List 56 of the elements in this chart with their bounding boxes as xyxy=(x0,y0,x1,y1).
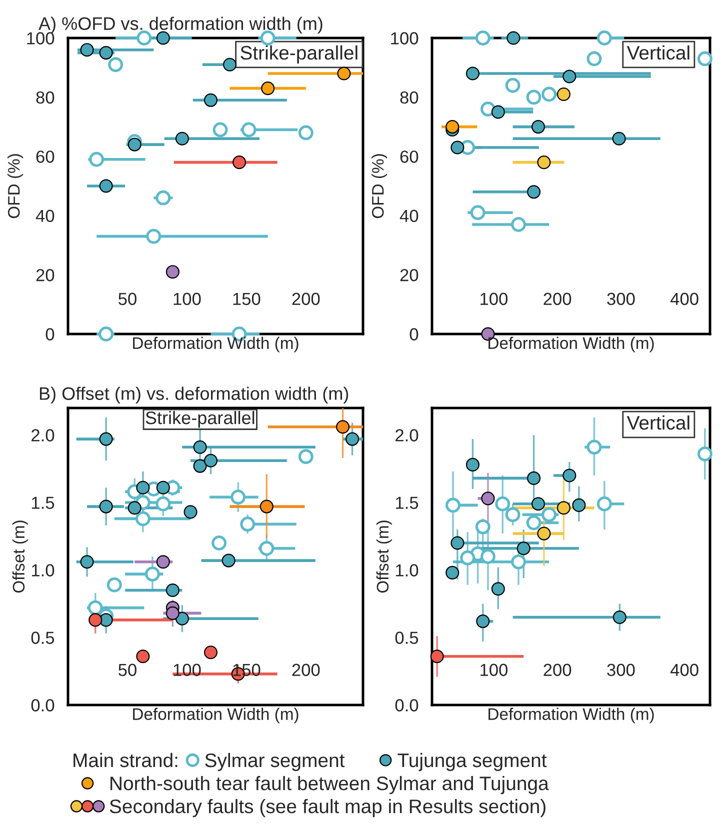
annotation: Strike-parallel xyxy=(146,410,254,428)
y-axis-title: Offset (m) xyxy=(12,520,28,593)
x-axis-title: Deformation Width (m) xyxy=(488,708,654,724)
legend-title: Main strand: xyxy=(74,752,178,768)
y-tick-label: 60 xyxy=(36,150,54,163)
x-tick-label: 200 xyxy=(292,664,320,676)
x-axis-title: Deformation Width (m) xyxy=(488,336,654,352)
legend-label: North-south tear fault between Sylmar and Tujunga xyxy=(110,776,549,794)
y-tick-label: 1.0 xyxy=(32,564,54,576)
y-tick-label: 0.0 xyxy=(395,699,418,712)
x-tick-label: 400 xyxy=(670,664,698,676)
x-axis-title: Deformation Width (m) xyxy=(133,708,298,724)
y-tick-label: 2.0 xyxy=(396,429,418,442)
x-tick-label: 200 xyxy=(292,292,320,306)
y-tick-label: 80 xyxy=(36,91,54,104)
legend-label: Secondary faults (see fault map in Results section) xyxy=(110,798,546,818)
x-tick-label: 200 xyxy=(544,664,572,676)
y-axis-title: OFD (%) xyxy=(8,154,24,218)
x-tick-label: 50 xyxy=(118,292,136,306)
chart-title: B) Offset (m) vs. deformation width (m) xyxy=(40,386,348,404)
annotation: Strike-parallel xyxy=(240,45,358,64)
y-tick-label: 40 xyxy=(400,210,418,222)
y-tick-label: 0 xyxy=(410,328,418,340)
y-axis-title: OFD (%) xyxy=(372,154,388,218)
annotation: Vertical xyxy=(626,45,690,60)
x-tick-label: 100 xyxy=(480,292,508,306)
y-tick-label: 60 xyxy=(400,150,418,163)
x-tick-label: 400 xyxy=(670,292,698,306)
y-tick-label: 1.5 xyxy=(396,496,418,509)
x-tick-label: 200 xyxy=(544,292,572,306)
annotation: Vertical xyxy=(626,415,690,430)
x-tick-label: 150 xyxy=(233,292,260,306)
y-tick-label: 40 xyxy=(36,210,54,222)
y-tick-label: 2.0 xyxy=(32,429,54,442)
x-tick-label: 50 xyxy=(118,664,136,676)
x-tick-label: 300 xyxy=(607,664,635,676)
x-tick-label: 100 xyxy=(480,664,508,676)
y-tick-label: 1.5 xyxy=(32,496,54,509)
y-tick-label: 0.5 xyxy=(31,632,54,644)
y-tick-label: 0.0 xyxy=(31,699,54,712)
y-tick-label: 0.5 xyxy=(395,632,418,644)
x-tick-label: 300 xyxy=(607,292,635,306)
y-tick-label: 1.0 xyxy=(396,564,418,576)
point xyxy=(446,120,460,134)
legend-label: Sylmar segment xyxy=(205,752,345,772)
y-tick-label: 100 xyxy=(27,32,54,44)
y-tick-label: 80 xyxy=(400,91,418,104)
legend-label: Tujunga segment xyxy=(398,752,547,772)
x-tick-label: 100 xyxy=(174,292,201,306)
x-axis-title: Deformation Width (m) xyxy=(133,336,298,352)
y-tick-label: 20 xyxy=(36,268,54,282)
y-tick-label: 100 xyxy=(391,32,418,44)
chart-title: A) %OFD vs. deformation width (m) xyxy=(38,16,322,34)
y-axis-title: Offset (m) xyxy=(376,520,392,593)
y-tick-label: 20 xyxy=(400,268,418,282)
y-tick-label: 0 xyxy=(46,328,54,340)
